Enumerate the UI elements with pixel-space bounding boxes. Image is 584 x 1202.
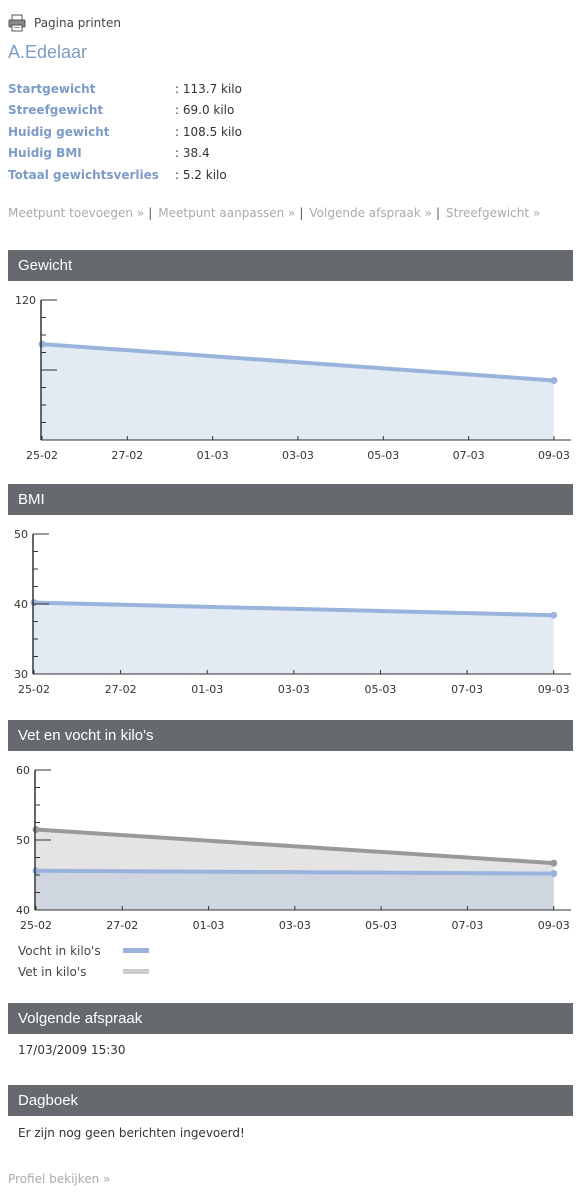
stat-row: Huidig BMI : 38.4 [8,143,568,165]
section-header-bmi: BMI [8,484,573,515]
legend-item: Vocht in kilo's [18,940,149,961]
series-line [40,342,556,383]
series-line [34,868,556,876]
action-links: Meetpunt toevoegen » | Meetpunt aanpassen … [8,206,540,220]
bmi-chart: 30 40 50 25-02 27-02 01-03 03-03 05-03 07-03 09-0… [14,528,571,696]
link-separator: | [299,206,304,220]
section-header-gewicht: Gewicht [8,250,573,281]
x-tick-label: 09-03 [538,919,570,932]
section-header-vet-vocht: Vet en vocht in kilo's [8,720,573,751]
stat-value: : 108.5 kilo [175,124,242,139]
data-point [550,870,558,878]
x-tick-label: 03-03 [279,919,311,932]
x-tick-label: 07-03 [451,919,483,932]
x-tick-label: 27-02 [106,919,138,932]
y-tick-label: 50 [14,528,28,541]
print-label[interactable]: Pagina printen [34,16,121,30]
link-separator: | [148,206,153,220]
x-tick-label: 05-03 [367,449,399,462]
x-tick-label: 09-03 [538,683,570,696]
add-measurement-link[interactable]: Meetpunt toevoegen » [8,206,145,220]
data-point [550,611,558,619]
x-tick-label: 01-03 [191,683,223,696]
stat-label: Streefgewicht [8,103,104,118]
x-tick-label: 03-03 [282,449,314,462]
data-point [550,377,558,384]
x-tick-label: 07-03 [451,683,483,696]
series-area [42,344,554,440]
stat-row: Startgewicht : 113.7 kilo [8,78,568,100]
legend-label: Vocht in kilo's [18,943,101,958]
stat-label: Totaal gewichtsverlies [8,167,159,182]
target-weight-link[interactable]: Streefgewicht » [446,206,541,220]
stat-label: Startgewicht [8,81,96,96]
stat-row: Totaal gewichtsverlies : 5.2 kilo [8,164,568,186]
section-header-dagboek: Dagboek [8,1085,573,1116]
stat-value: : 38.4 [175,146,210,161]
stat-row: Huidig gewicht : 108.5 kilo [8,121,568,143]
x-tick-label: 05-03 [365,919,397,932]
print-page-link[interactable]: Pagina printen [8,14,121,32]
stat-value: : 113.7 kilo [175,81,242,96]
x-tick-label: 27-02 [105,683,137,696]
x-tick-label: 03-03 [278,683,310,696]
x-tick-label: 27-02 [111,449,143,462]
stats-table: Startgewicht : 113.7 kilo Streefgewicht … [8,78,568,186]
next-appointment-link[interactable]: Volgende afspraak » [309,206,432,220]
data-point [38,340,46,348]
y-tick-label: 60 [16,764,30,777]
x-tick-label: 01-03 [193,919,225,932]
y-tick-label: 50 [16,834,30,847]
series-line [34,827,556,866]
y-tick-label: 40 [14,598,28,611]
stat-label: Huidig gewicht [8,124,110,139]
series-area [36,870,554,910]
data-point [32,867,40,875]
y-tick-label: 30 [14,668,28,681]
link-separator: | [435,206,441,220]
y-tick-label: 40 [16,904,30,917]
legend-swatch [123,969,149,974]
fat-water-chart: 40 50 60 25-02 27-02 01-03 03-03 05-03 07-03 09-0… [16,764,571,932]
x-tick-label: 25-02 [18,683,50,696]
x-tick-label: 07-03 [453,449,485,462]
stat-value: : 69.0 kilo [175,103,235,118]
stat-label: Huidig BMI [8,146,82,161]
series-line [32,600,556,618]
legend-swatch [123,948,149,953]
view-profile-link[interactable]: Profiel bekijken » [8,1172,111,1186]
appointment-datetime: 17/03/2009 15:30 [18,1043,126,1057]
x-tick-label: 01-03 [197,449,229,462]
x-tick-label: 05-03 [364,683,396,696]
chart-legend: Vocht in kilo's Vet in kilo's [18,940,149,982]
weight-chart: 120 25-02 27-02 01-03 03-03 05-03 07-03 09-03 [15,294,571,462]
data-point [30,599,38,607]
section-header-afspraak: Volgende afspraak [8,1003,573,1034]
printer-icon [8,14,26,32]
edit-measurement-link[interactable]: Meetpunt aanpassen » [158,206,296,220]
data-point [32,826,40,833]
patient-name: A.Edelaar [8,42,88,62]
legend-label: Vet in kilo's [18,964,87,979]
legend-item: Vet in kilo's [18,961,149,982]
x-tick-label: 25-02 [20,919,52,932]
data-point [550,859,558,867]
series-area [34,602,554,674]
stat-row: Streefgewicht : 69.0 kilo [8,100,568,122]
stat-value: : 5.2 kilo [175,167,227,182]
diary-empty-message: Er zijn nog geen berichten ingevoerd! [18,1126,245,1140]
x-tick-label: 09-03 [538,449,570,462]
x-tick-label: 25-02 [26,449,58,462]
y-tick-label: 120 [15,294,36,307]
